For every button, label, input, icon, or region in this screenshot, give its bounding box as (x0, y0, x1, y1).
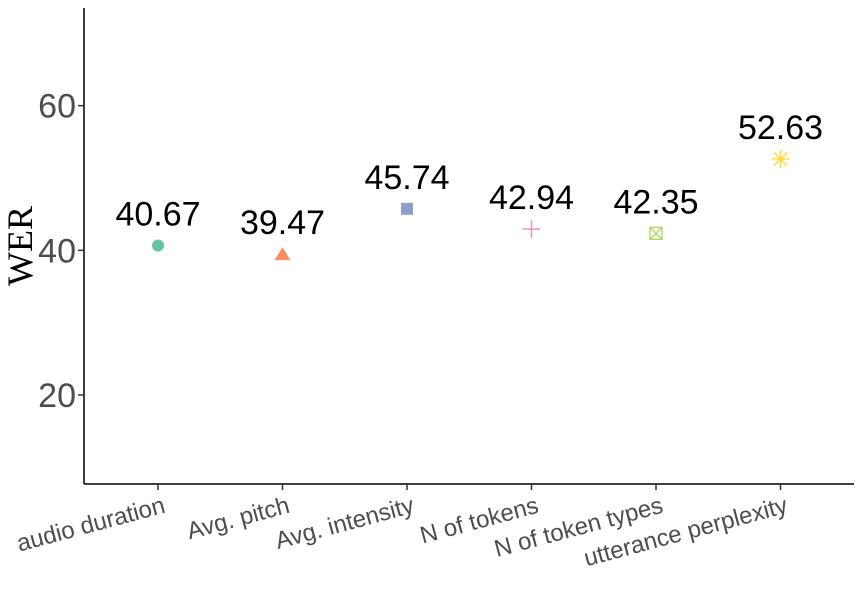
x-tick-label: audio duration (14, 492, 168, 557)
data-point-asterisk (771, 149, 790, 168)
data-point-circle (152, 239, 164, 252)
data-label: 45.74 (364, 159, 449, 197)
data-point-triangle (274, 247, 291, 261)
data-point-square-cross (649, 226, 663, 240)
data-labels: 40.67 39.47 45.74 42.94 42.35 52.63 (115, 109, 823, 242)
y-tick-label: 40 (38, 232, 76, 270)
y-ticks: 20 40 60 (38, 88, 84, 415)
data-label: 52.63 (738, 109, 823, 147)
data-label: 39.47 (240, 204, 325, 242)
data-point-square (401, 202, 413, 215)
data-point-plus (522, 220, 541, 239)
data-label: 42.94 (489, 179, 574, 217)
data-points (152, 149, 790, 261)
x-tick-label: Avg. intensity (272, 492, 416, 555)
y-tick-label: 20 (38, 377, 76, 415)
y-tick-label: 60 (38, 88, 76, 126)
axes (83, 8, 854, 485)
data-label: 40.67 (115, 195, 200, 233)
y-axis-label: WER (0, 206, 40, 286)
data-label: 42.35 (613, 183, 698, 221)
